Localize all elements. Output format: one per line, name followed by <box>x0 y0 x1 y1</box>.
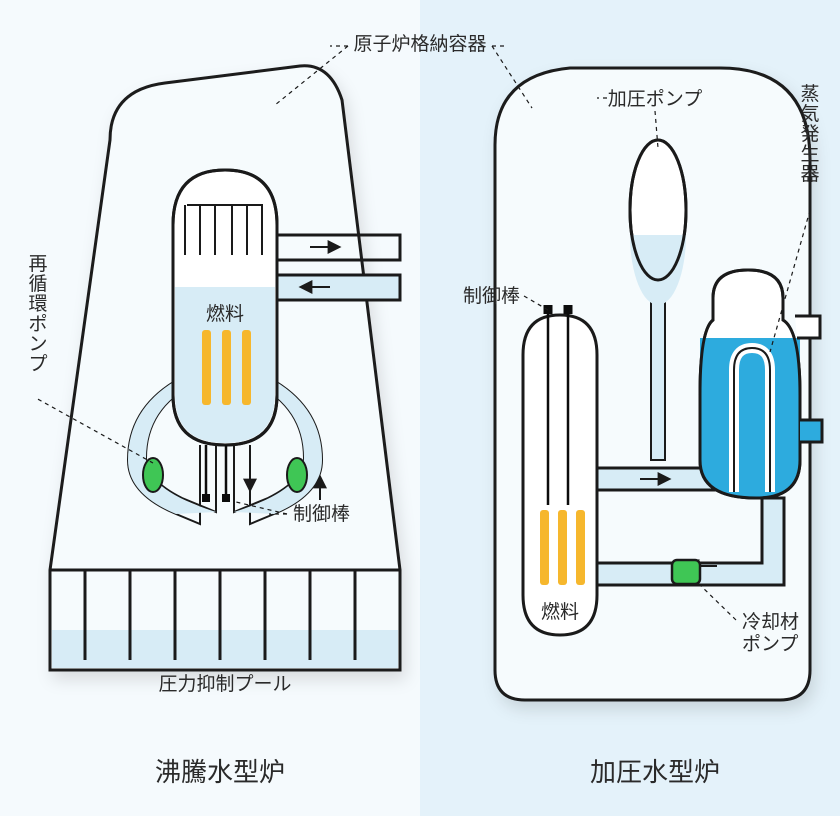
fuel-rod <box>202 330 211 405</box>
label-containment: 原子炉格納容器 <box>353 33 486 55</box>
label-pressurizer: 加圧ポンプ <box>608 88 702 110</box>
label-recirculation-pump: 再循環ポンプ <box>28 254 47 375</box>
fuel-rod <box>540 510 549 585</box>
label-fuel: 燃料 <box>206 303 244 325</box>
recirculation-pump <box>287 458 307 492</box>
suppression-pool-water <box>52 630 398 668</box>
label-suppression-pool: 圧力抑制プール <box>158 673 291 695</box>
bwr-title: 沸騰水型炉 <box>120 752 320 789</box>
control-rod <box>564 305 573 314</box>
bwr-diagram <box>50 66 400 670</box>
pwr-title: 加圧水型炉 <box>555 752 755 789</box>
fuel-rod <box>222 330 231 405</box>
pwr-rpv <box>523 315 597 635</box>
coolant-pump <box>672 560 700 584</box>
label-control-rods: 制御棒 <box>463 285 520 307</box>
control-rod <box>222 494 230 502</box>
label-fuel: 燃料 <box>541 601 579 623</box>
control-rod <box>202 494 210 502</box>
label-control-rods: 制御棒 <box>293 503 350 525</box>
label-coolant-pump: 冷却材ポンプ <box>742 611 799 655</box>
fuel-rod <box>558 510 567 585</box>
recirculation-pump <box>143 458 163 492</box>
label-steam-generator: 蒸気発生器 <box>800 83 819 185</box>
fuel-rod <box>576 510 585 585</box>
fuel-rod <box>242 330 251 405</box>
